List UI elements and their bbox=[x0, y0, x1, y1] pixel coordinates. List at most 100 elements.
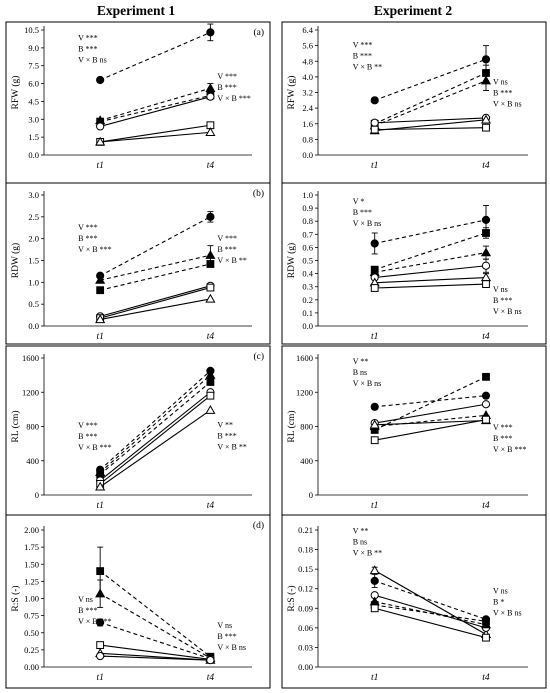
x-tick-label: t4 bbox=[482, 501, 490, 511]
panel-letter: (a) bbox=[253, 27, 264, 38]
y-tick-label: 0.8 bbox=[302, 216, 313, 226]
y-tick-label: 0.50 bbox=[24, 628, 39, 638]
y-tick-label: 0 bbox=[35, 490, 39, 500]
series-line bbox=[374, 403, 487, 424]
series-filled-circle bbox=[370, 45, 491, 105]
stat-annotation: B *** bbox=[217, 632, 236, 641]
data-point bbox=[206, 391, 215, 400]
series-line bbox=[99, 374, 211, 473]
series-line bbox=[99, 216, 211, 277]
series-filled-circle bbox=[370, 573, 491, 624]
stat-annotation: V ns bbox=[493, 78, 508, 87]
stat-annotation: V × B ns bbox=[353, 219, 382, 228]
data-point bbox=[205, 83, 216, 92]
stat-annotation: B *** bbox=[493, 296, 512, 305]
series-line bbox=[99, 395, 211, 485]
series-open-square bbox=[370, 604, 490, 642]
stat-annotation: B ns bbox=[353, 368, 367, 377]
y-tick-label: 1600 bbox=[296, 353, 313, 363]
data-point bbox=[96, 567, 105, 576]
series-line bbox=[100, 124, 211, 143]
y-tick-label: 4.8 bbox=[302, 56, 313, 66]
series-line bbox=[100, 287, 211, 319]
y-tick-label: 800 bbox=[300, 422, 313, 432]
series-line bbox=[100, 298, 211, 320]
x-tick-label: t4 bbox=[482, 332, 490, 342]
panels-group: 0.0 1.5 3.0 4.5 6.0 7.5 9.0 10.5 t1 t4 RFW (g) (a) V… bbox=[5, 21, 547, 689]
y-tick-label: 0.0 bbox=[28, 321, 39, 331]
y-tick-label: 6.4 bbox=[302, 25, 313, 35]
stat-annotation: V × B *** bbox=[493, 445, 526, 454]
stat-annotation: V ns bbox=[493, 285, 508, 294]
data-point bbox=[95, 136, 106, 146]
y-tick-label: 400 bbox=[300, 456, 313, 466]
y-tick-label: 2.5 bbox=[28, 212, 39, 222]
data-point bbox=[482, 372, 490, 381]
series-filled-square bbox=[96, 546, 215, 661]
panel-letter: (b) bbox=[253, 188, 264, 199]
stat-annotation: V *** bbox=[78, 421, 98, 430]
y-tick-label: 1200 bbox=[22, 387, 39, 397]
stat-annotation: V ** bbox=[353, 526, 369, 535]
series-line bbox=[100, 644, 211, 661]
y-tick-label: 0.15 bbox=[298, 564, 313, 574]
series-line bbox=[374, 414, 487, 428]
data-point bbox=[370, 436, 379, 445]
y-tick-label: 6.0 bbox=[28, 79, 39, 89]
stat-annotation: V *** bbox=[217, 72, 237, 81]
data-point bbox=[206, 283, 215, 292]
x-tick-label: t4 bbox=[482, 161, 490, 171]
panel-b1: 0.0 0.5 1.0 1.5 2.0 2.5 3.0 t1 t4 RDW (g) (b) V ***… bbox=[5, 182, 271, 345]
series-open-triangle bbox=[95, 405, 216, 491]
panel-b2: 0.0 0.1 0.2 0.3 0.4 0.5 0.6 0.7 0.8 0.9 1.0 t1 t4 RDW… bbox=[281, 182, 547, 345]
series-line bbox=[374, 580, 487, 620]
data-point bbox=[206, 260, 215, 268]
y-tick-label: 10.5 bbox=[24, 25, 39, 35]
series-filled-square bbox=[370, 227, 490, 274]
stat-annotation: V × B *** bbox=[217, 94, 250, 103]
y-axis-label: R:S (-) bbox=[10, 585, 21, 611]
y-tick-label: 2.00 bbox=[24, 525, 39, 535]
data-point bbox=[96, 651, 105, 661]
y-tick-label: 2.4 bbox=[302, 103, 313, 113]
panel-a2: 0.0 0.8 1.6 2.4 3.2 4.0 4.8 5.6 6.4 t1 t4 RFW (g) V … bbox=[281, 21, 547, 184]
x-tick-label: t1 bbox=[371, 161, 378, 171]
y-tick-label: 1.25 bbox=[24, 576, 39, 586]
panel-letter: (c) bbox=[253, 351, 264, 362]
data-point bbox=[482, 633, 490, 642]
series-line bbox=[374, 594, 487, 629]
data-point bbox=[95, 588, 106, 598]
stat-annotation: B ns bbox=[353, 537, 367, 546]
series-line bbox=[374, 232, 487, 271]
x-tick-label: t4 bbox=[207, 501, 215, 511]
series-line bbox=[100, 285, 211, 317]
series-filled-triangle bbox=[95, 83, 216, 125]
y-tick-label: 0.9 bbox=[302, 203, 313, 213]
series-filled-circle bbox=[96, 211, 215, 280]
y-tick-label: 0.12 bbox=[298, 584, 313, 594]
y-tick-label: 0.75 bbox=[24, 611, 39, 621]
y-tick-label: 1200 bbox=[296, 387, 313, 397]
stat-annotation: V *** bbox=[78, 223, 98, 232]
y-tick-label: 1.50 bbox=[24, 559, 39, 569]
y-tick-label: 0.5 bbox=[302, 256, 313, 266]
y-tick-label: 1.0 bbox=[302, 190, 313, 200]
series-line bbox=[374, 419, 487, 426]
series-line bbox=[100, 263, 211, 291]
stat-annotation: V *** bbox=[217, 234, 237, 243]
series-line bbox=[100, 94, 211, 123]
column-title-experiment-1: Experiment 1 bbox=[97, 3, 176, 18]
stat-annotation: V * bbox=[353, 197, 365, 206]
data-point bbox=[370, 118, 379, 127]
data-point bbox=[206, 378, 215, 386]
series-line bbox=[100, 254, 211, 281]
y-axis-label: RDW (g) bbox=[10, 243, 21, 278]
y-tick-label: 1.6 bbox=[302, 119, 313, 129]
stat-annotation: B *** bbox=[353, 52, 372, 61]
data-point bbox=[481, 391, 491, 400]
series-line bbox=[99, 381, 211, 475]
y-tick-label: 0.2 bbox=[302, 295, 313, 305]
x-tick-label: t4 bbox=[207, 161, 215, 171]
y-tick-label: 0.3 bbox=[302, 282, 313, 292]
panel-frame bbox=[5, 182, 271, 345]
